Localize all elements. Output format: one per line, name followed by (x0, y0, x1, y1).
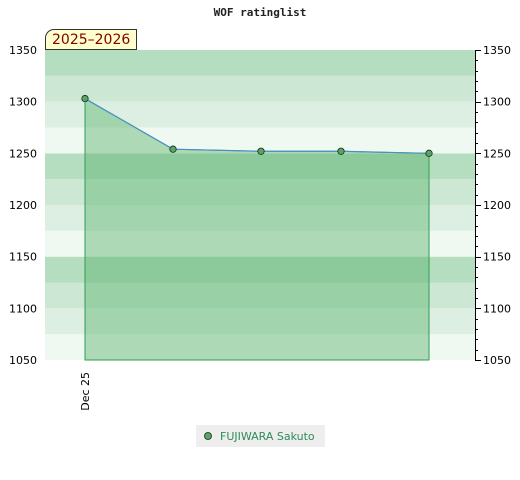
background-band (45, 205, 475, 231)
background-band (45, 75, 475, 102)
legend[interactable]: FUJIWARA Sakuto (196, 425, 325, 447)
left-tick-label: 1300 (9, 96, 37, 109)
right-tick-label: 1200 (483, 199, 511, 212)
data-point (169, 145, 177, 153)
x-tick-label: Dec 25 (79, 372, 92, 411)
x-axis: Dec 25 (79, 372, 92, 411)
background-band (45, 101, 475, 128)
background-band (45, 334, 475, 360)
right-tick-label: 1050 (483, 354, 511, 367)
left-tick-label: 1050 (9, 354, 37, 367)
right-tick-label: 1250 (483, 147, 511, 160)
right-tick-label: 1350 (483, 44, 511, 57)
left-tick-label: 1200 (9, 199, 37, 212)
data-point (425, 149, 433, 157)
data-point (81, 94, 89, 103)
background-band (45, 230, 475, 257)
data-point (257, 147, 265, 155)
left-tick-label: 1150 (9, 251, 37, 264)
right-tick-label: 1100 (483, 302, 511, 315)
background-bands (45, 50, 475, 360)
data-points (81, 94, 433, 157)
legend-label: FUJIWARA Sakuto (220, 429, 315, 443)
chart-title: WOF ratinglist (213, 6, 307, 19)
left-tick-label: 1100 (9, 302, 37, 315)
legend-marker-icon (204, 432, 212, 440)
left-tick-label: 1250 (9, 147, 37, 160)
left-tick-label: 1350 (9, 44, 37, 57)
right-tick-label: 1300 (483, 96, 511, 109)
left-y-axis: 1050 1100 1150 1200 1250 1300 1350 (9, 44, 37, 367)
data-point (337, 147, 345, 155)
season-badge: 2025–2026 (45, 29, 138, 50)
background-band (45, 308, 475, 335)
background-band (45, 256, 475, 283)
right-y-axis: 1050 1100 1150 1200 1250 1300 1350 (475, 44, 511, 367)
background-band (45, 50, 475, 76)
background-band (45, 153, 475, 180)
background-band (45, 179, 475, 205)
background-band (45, 282, 475, 309)
right-tick-label: 1150 (483, 251, 511, 264)
